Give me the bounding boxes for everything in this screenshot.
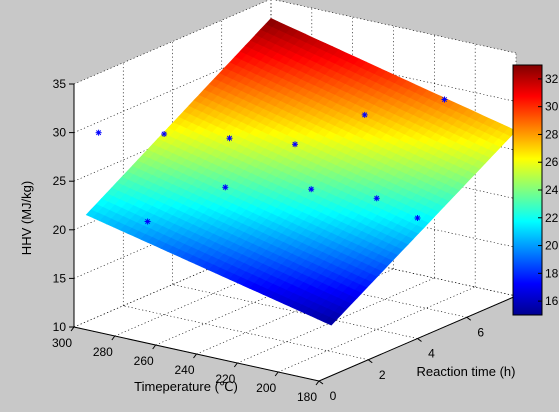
colorbar: 16 18 20 22 24 26 28 30 32 (512, 64, 559, 316)
colorbar-gradient (512, 64, 543, 316)
x-axis-title: Timeperature (℃) (134, 379, 238, 394)
colorbar-tick-label: 26 (545, 155, 559, 169)
data-point (441, 96, 448, 103)
z-tick-label: 10 (53, 320, 67, 334)
data-point (226, 135, 233, 142)
y-tick-mark (466, 316, 472, 321)
z-tick-label: 25 (53, 174, 67, 188)
data-point (144, 218, 151, 225)
data-point (222, 184, 229, 191)
y-tick-label: 4 (428, 347, 435, 361)
x-tick-label: 240 (174, 363, 194, 377)
axis-lines (69, 83, 521, 386)
colorbar-tick-label: 32 (545, 72, 559, 86)
y-tick-mark (318, 380, 324, 385)
data-point (95, 129, 102, 136)
data-point (161, 131, 168, 137)
x-tick-label: 180 (297, 390, 317, 404)
x-tick-mark (233, 362, 238, 368)
colorbar-tick-label: 22 (545, 211, 559, 225)
x-tick-mark (111, 335, 116, 341)
data-points (95, 96, 448, 225)
grid-line (172, 284, 418, 339)
data-point (292, 141, 298, 148)
x-tick-mark (315, 380, 320, 386)
x-tick-label: 300 (52, 336, 72, 350)
x-tick-mark (274, 371, 279, 377)
z-axis-title: HHV (MJ/kg) (19, 181, 34, 255)
floor-pane (74, 242, 516, 381)
y-tick-mark (367, 359, 373, 364)
data-point (373, 195, 380, 202)
y-tick-mark (417, 338, 422, 342)
colorbar-tick-label: 16 (545, 294, 559, 308)
colorbar-tick-label: 18 (545, 266, 559, 280)
x-tick-label: 200 (256, 381, 276, 395)
z-tick-label: 30 (53, 126, 67, 140)
data-point (361, 111, 368, 118)
colorbar-tick-label: 20 (545, 239, 559, 253)
grid-line (123, 305, 369, 361)
y-tick-label: 6 (477, 325, 484, 339)
surface-plot (85, 18, 517, 326)
colorbar-tick-label: 30 (545, 100, 559, 114)
z-tick-label: 15 (53, 271, 67, 285)
y-tick-label: 2 (379, 368, 386, 382)
z-tick-label: 35 (53, 77, 67, 91)
x-tick-label: 220 (215, 372, 235, 386)
z-tick-label: 20 (53, 223, 67, 237)
x-tick-mark (152, 344, 157, 350)
y-tick-label: 0 (330, 389, 337, 403)
x-tick-mark (193, 353, 197, 359)
y-axis-title: Reaction time (h) (417, 364, 516, 379)
colorbar-tick-label: 28 (545, 127, 559, 141)
x-tick-label: 260 (134, 354, 154, 368)
data-point (414, 215, 421, 221)
x-tick-label: 280 (93, 345, 113, 359)
data-point (308, 186, 315, 193)
grid-line (274, 0, 517, 54)
colorbar-tick-label: 24 (545, 183, 559, 197)
x-tick-mark (70, 326, 75, 332)
